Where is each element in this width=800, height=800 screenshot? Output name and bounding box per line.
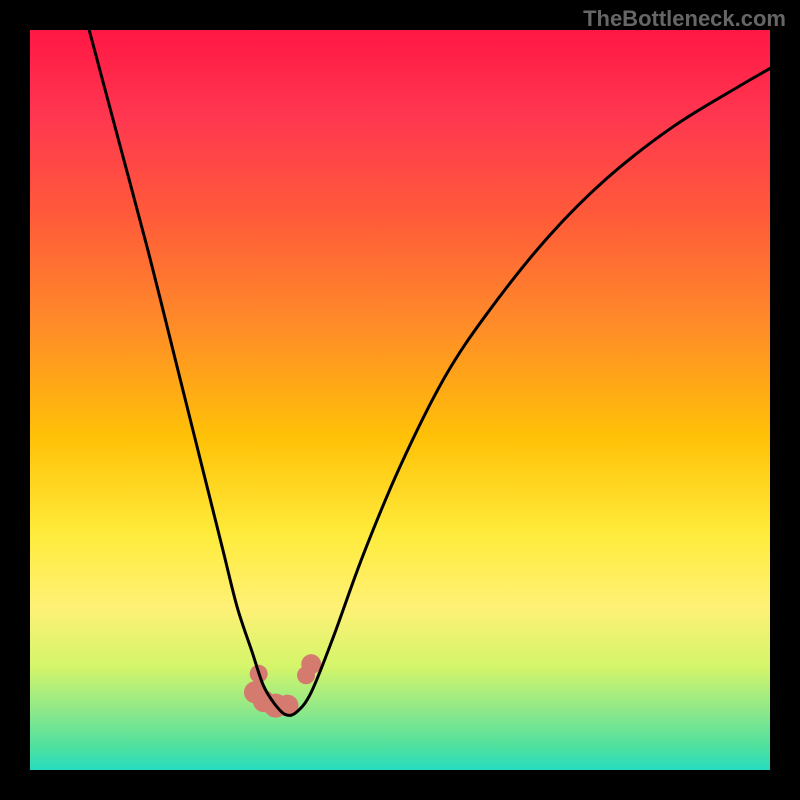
- curve-layer: [30, 30, 770, 770]
- plot-area: [30, 30, 770, 770]
- watermark-text: TheBottleneck.com: [583, 6, 786, 32]
- bottleneck-curve: [89, 30, 770, 715]
- marker-blob: [301, 654, 321, 674]
